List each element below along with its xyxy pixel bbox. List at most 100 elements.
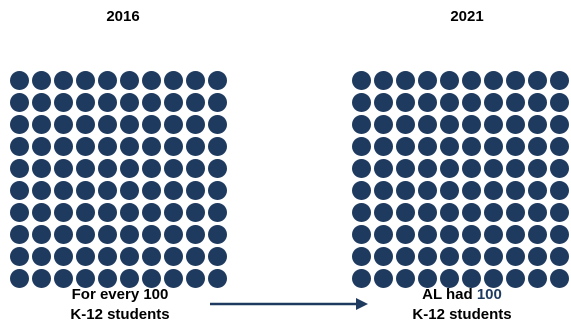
person-dot (53, 224, 73, 244)
person-dot (395, 268, 415, 288)
person-dot (53, 246, 73, 266)
person-dot (351, 136, 371, 156)
person-dot (53, 180, 73, 200)
person-dot (31, 268, 51, 288)
person-dot (395, 136, 415, 156)
person-dot (483, 246, 503, 266)
person-dot (31, 70, 51, 90)
person-dot (53, 114, 73, 134)
person-dot (141, 114, 161, 134)
person-dot (31, 224, 51, 244)
person-dot (549, 92, 569, 112)
person-dot (185, 158, 205, 178)
person-dot (53, 92, 73, 112)
person-dot (373, 246, 393, 266)
person-dot (185, 70, 205, 90)
person-dot (53, 136, 73, 156)
person-dot (505, 268, 525, 288)
person-dot (439, 202, 459, 222)
dot-grid-2016 (8, 69, 228, 289)
person-dot (119, 180, 139, 200)
person-dot (351, 180, 371, 200)
caption-2021-line2: K-12 students (412, 306, 512, 323)
person-dot (417, 114, 437, 134)
person-dot (527, 246, 547, 266)
person-dot (527, 92, 547, 112)
person-dot (417, 224, 437, 244)
person-dot (97, 202, 117, 222)
person-dot (185, 268, 205, 288)
person-dot (439, 268, 459, 288)
person-dot (461, 114, 481, 134)
person-dot (549, 70, 569, 90)
person-dot (351, 246, 371, 266)
person-dot (53, 158, 73, 178)
person-dot (549, 202, 569, 222)
person-dot (439, 114, 459, 134)
person-dot (373, 180, 393, 200)
person-dot (373, 158, 393, 178)
person-dot (439, 92, 459, 112)
person-dot (461, 180, 481, 200)
person-dot (185, 180, 205, 200)
person-dot (527, 180, 547, 200)
person-dot (9, 268, 29, 288)
person-dot (351, 158, 371, 178)
person-dot (163, 224, 183, 244)
person-dot (31, 114, 51, 134)
person-dot (163, 202, 183, 222)
person-dot (185, 224, 205, 244)
person-dot (163, 246, 183, 266)
person-dot (31, 202, 51, 222)
person-dot (207, 158, 227, 178)
person-dot (373, 268, 393, 288)
person-dot (9, 246, 29, 266)
caption-2021-line1: AL had 100 (352, 285, 571, 305)
person-dot (163, 92, 183, 112)
person-dot (483, 268, 503, 288)
person-dot (351, 92, 371, 112)
person-dot (97, 70, 117, 90)
person-dot (505, 180, 525, 200)
person-dot (207, 136, 227, 156)
person-dot (75, 92, 95, 112)
person-dot (505, 114, 525, 134)
person-dot (9, 158, 29, 178)
person-dot (75, 202, 95, 222)
person-dot (53, 202, 73, 222)
person-dot (395, 180, 415, 200)
person-dot (527, 224, 547, 244)
person-dot (185, 136, 205, 156)
person-dot (119, 136, 139, 156)
person-dot (549, 180, 569, 200)
person-dot (9, 136, 29, 156)
caption-2021-prefix: AL had (422, 286, 477, 303)
person-dot (483, 158, 503, 178)
person-dot (97, 224, 117, 244)
person-dot (417, 180, 437, 200)
person-dot (351, 224, 371, 244)
person-dot (141, 70, 161, 90)
person-dot (461, 224, 481, 244)
person-dot (207, 70, 227, 90)
person-dot (9, 202, 29, 222)
person-dot (141, 92, 161, 112)
person-dot (207, 246, 227, 266)
person-dot (527, 136, 547, 156)
person-dot (9, 92, 29, 112)
person-dot (75, 158, 95, 178)
person-dot (163, 136, 183, 156)
person-dot (439, 136, 459, 156)
person-dot (351, 202, 371, 222)
person-dot (119, 92, 139, 112)
person-dot (31, 246, 51, 266)
person-dot (97, 180, 117, 200)
person-dot (75, 180, 95, 200)
person-dot (417, 70, 437, 90)
person-dot (505, 202, 525, 222)
person-dot (549, 246, 569, 266)
person-dot (395, 246, 415, 266)
person-dot (417, 246, 437, 266)
person-dot (461, 70, 481, 90)
person-dot (141, 158, 161, 178)
